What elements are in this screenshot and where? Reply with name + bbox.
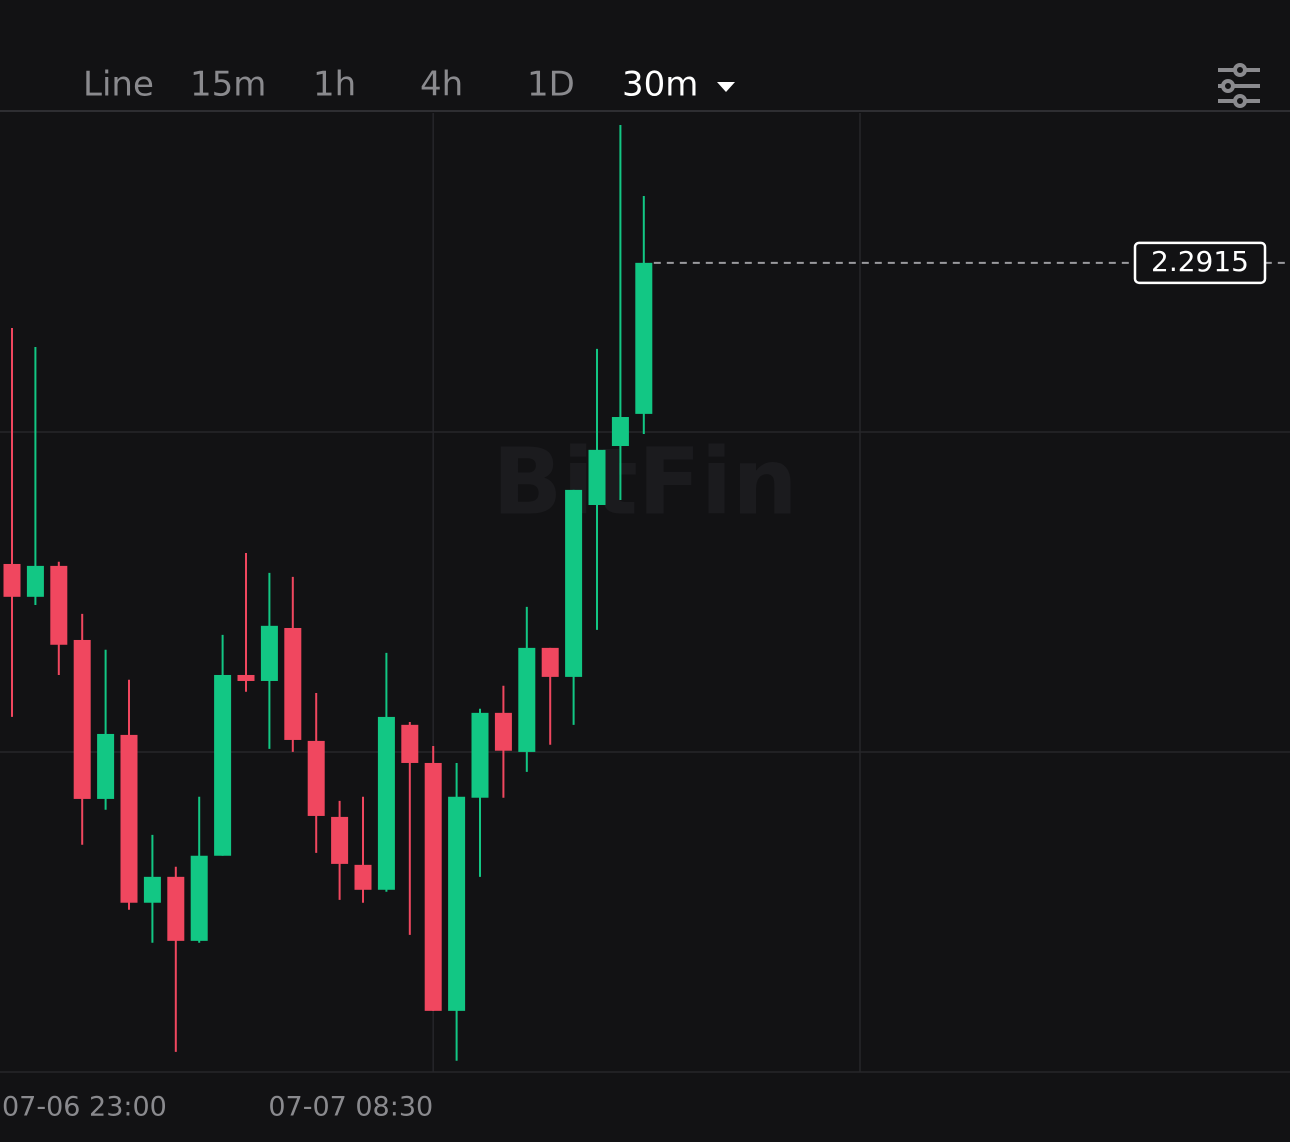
candle-body	[120, 734, 138, 903]
icon-knob	[1233, 94, 1247, 108]
timeframe-tab[interactable]: 4h	[420, 65, 463, 105]
icon-knob	[1233, 63, 1247, 77]
candle-body	[307, 740, 325, 816]
candle-body	[143, 876, 161, 903]
last-price-label: 2.2915	[1151, 245, 1249, 278]
x-tick-label: 07-06 23:00	[2, 1092, 167, 1123]
candle-body	[284, 627, 302, 740]
candle-body	[471, 712, 489, 798]
candle-body	[190, 855, 208, 941]
candle-body	[424, 762, 442, 1011]
candle-body	[26, 565, 44, 597]
candle-body	[331, 816, 349, 864]
last-price-box	[1133, 241, 1267, 285]
candle-body	[50, 565, 68, 645]
candle-body	[448, 796, 466, 1011]
settings-icon[interactable]	[1218, 63, 1260, 108]
candle-body	[354, 864, 372, 890]
candle-body	[260, 625, 278, 681]
candle-body	[167, 876, 185, 941]
timeframe-tabs: Line 15m 1h 4h 1D 30m	[83, 65, 698, 105]
timeframe-tab[interactable]: Line	[83, 65, 154, 105]
timeframe-tab[interactable]: 15m	[190, 65, 266, 105]
candle-body	[611, 417, 629, 447]
timeframe-tab[interactable]: 1h	[313, 65, 356, 105]
watermark: BitFin	[492, 428, 798, 535]
dropdown-caret[interactable]	[717, 82, 735, 92]
candle-body	[494, 712, 512, 751]
candle-body	[565, 489, 583, 677]
candle-body	[3, 563, 21, 597]
candle-body	[214, 674, 232, 856]
candle-body	[377, 716, 395, 890]
icon-knob	[1221, 79, 1235, 93]
candle-body	[73, 639, 91, 799]
x-tick-label: 07-07 08:30	[268, 1092, 433, 1123]
timeframe-tab[interactable]: 1D	[527, 65, 575, 105]
candle-body	[588, 449, 606, 505]
candle-body	[237, 674, 255, 681]
candle-body	[541, 647, 559, 677]
active-timeframe[interactable]: 30m	[622, 65, 698, 105]
candle-body	[518, 647, 536, 752]
candle-body	[635, 262, 653, 414]
candle-body	[401, 724, 419, 763]
candle-body	[97, 733, 115, 799]
plot: 07-06 23:00 07-07 08:30 2.2915	[2, 113, 1290, 1123]
